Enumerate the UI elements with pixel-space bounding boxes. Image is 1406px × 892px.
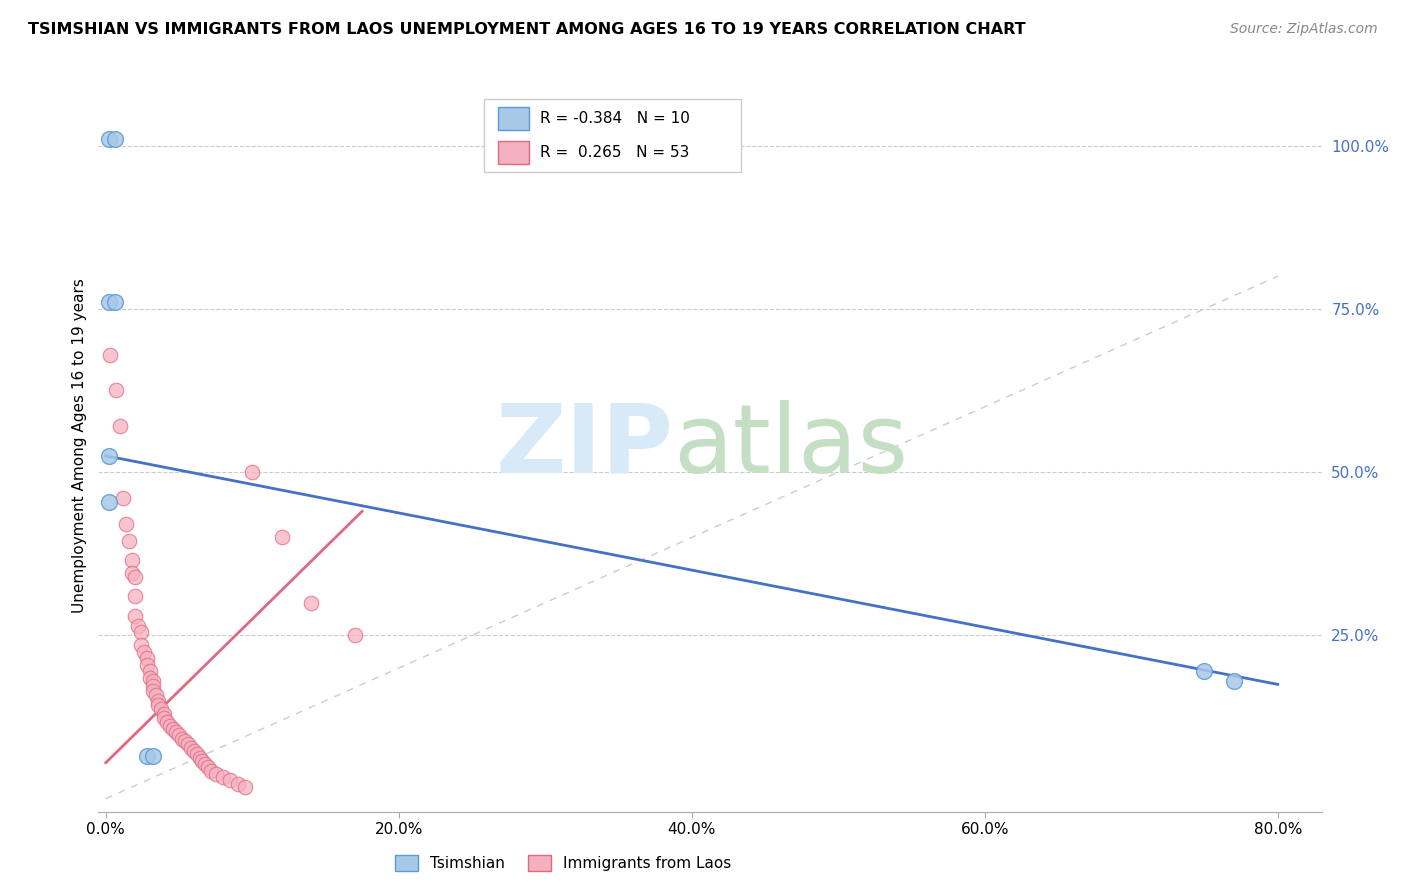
Text: TSIMSHIAN VS IMMIGRANTS FROM LAOS UNEMPLOYMENT AMONG AGES 16 TO 19 YEARS CORRELA: TSIMSHIAN VS IMMIGRANTS FROM LAOS UNEMPL…	[28, 22, 1026, 37]
Text: Source: ZipAtlas.com: Source: ZipAtlas.com	[1230, 22, 1378, 37]
Point	[150, 702, 173, 716]
Point	[135, 657, 157, 672]
Point	[142, 674, 165, 689]
Point	[97, 494, 120, 508]
Point	[132, 645, 155, 659]
Point	[162, 722, 184, 736]
Text: R = -0.384   N = 10: R = -0.384 N = 10	[540, 111, 690, 126]
Point	[240, 465, 263, 479]
Point	[97, 295, 120, 310]
Point	[142, 684, 165, 698]
Point	[153, 711, 176, 725]
Text: atlas: atlas	[673, 400, 908, 492]
Point	[188, 750, 211, 764]
Point	[118, 533, 141, 548]
Point	[156, 715, 179, 730]
Point	[142, 679, 165, 693]
Point	[343, 628, 366, 642]
Point	[110, 419, 132, 434]
Point	[124, 569, 146, 583]
Point	[121, 553, 143, 567]
Point	[148, 694, 170, 708]
Point	[167, 728, 190, 742]
Point	[233, 780, 256, 794]
Point	[186, 747, 208, 762]
Point	[1194, 665, 1216, 679]
Point	[226, 777, 249, 791]
Point	[219, 773, 242, 788]
Point	[153, 706, 176, 721]
Point	[103, 132, 125, 146]
Y-axis label: Unemployment Among Ages 16 to 19 years: Unemployment Among Ages 16 to 19 years	[72, 278, 87, 614]
Point	[98, 348, 121, 362]
Point	[197, 760, 219, 774]
Point	[129, 625, 152, 640]
Point	[97, 132, 120, 146]
Point	[173, 734, 195, 748]
Point	[180, 740, 202, 755]
Point	[191, 754, 214, 768]
Point	[135, 651, 157, 665]
Point	[183, 744, 205, 758]
Point	[138, 665, 160, 679]
Point	[142, 749, 165, 764]
Point	[124, 608, 146, 623]
Point	[103, 295, 125, 310]
Point	[165, 725, 187, 739]
Point	[194, 757, 217, 772]
Point	[177, 738, 200, 752]
Point	[148, 698, 170, 713]
Point	[1222, 674, 1244, 689]
Point	[135, 749, 157, 764]
Point	[112, 491, 135, 506]
Point	[170, 731, 193, 746]
Point	[129, 638, 152, 652]
Point	[97, 449, 120, 463]
Point	[145, 689, 167, 703]
Point	[270, 530, 292, 544]
Point	[204, 767, 226, 781]
Text: R =  0.265   N = 53: R = 0.265 N = 53	[540, 145, 689, 161]
Point	[200, 764, 222, 778]
Point	[127, 618, 149, 632]
Point	[212, 770, 235, 784]
Point	[121, 566, 143, 581]
Point	[299, 596, 322, 610]
Text: ZIP: ZIP	[495, 400, 673, 492]
Legend: Tsimshian, Immigrants from Laos: Tsimshian, Immigrants from Laos	[389, 849, 738, 877]
Point	[105, 384, 128, 398]
Point	[124, 589, 146, 603]
Point	[115, 517, 138, 532]
Point	[138, 671, 160, 685]
Point	[159, 718, 181, 732]
